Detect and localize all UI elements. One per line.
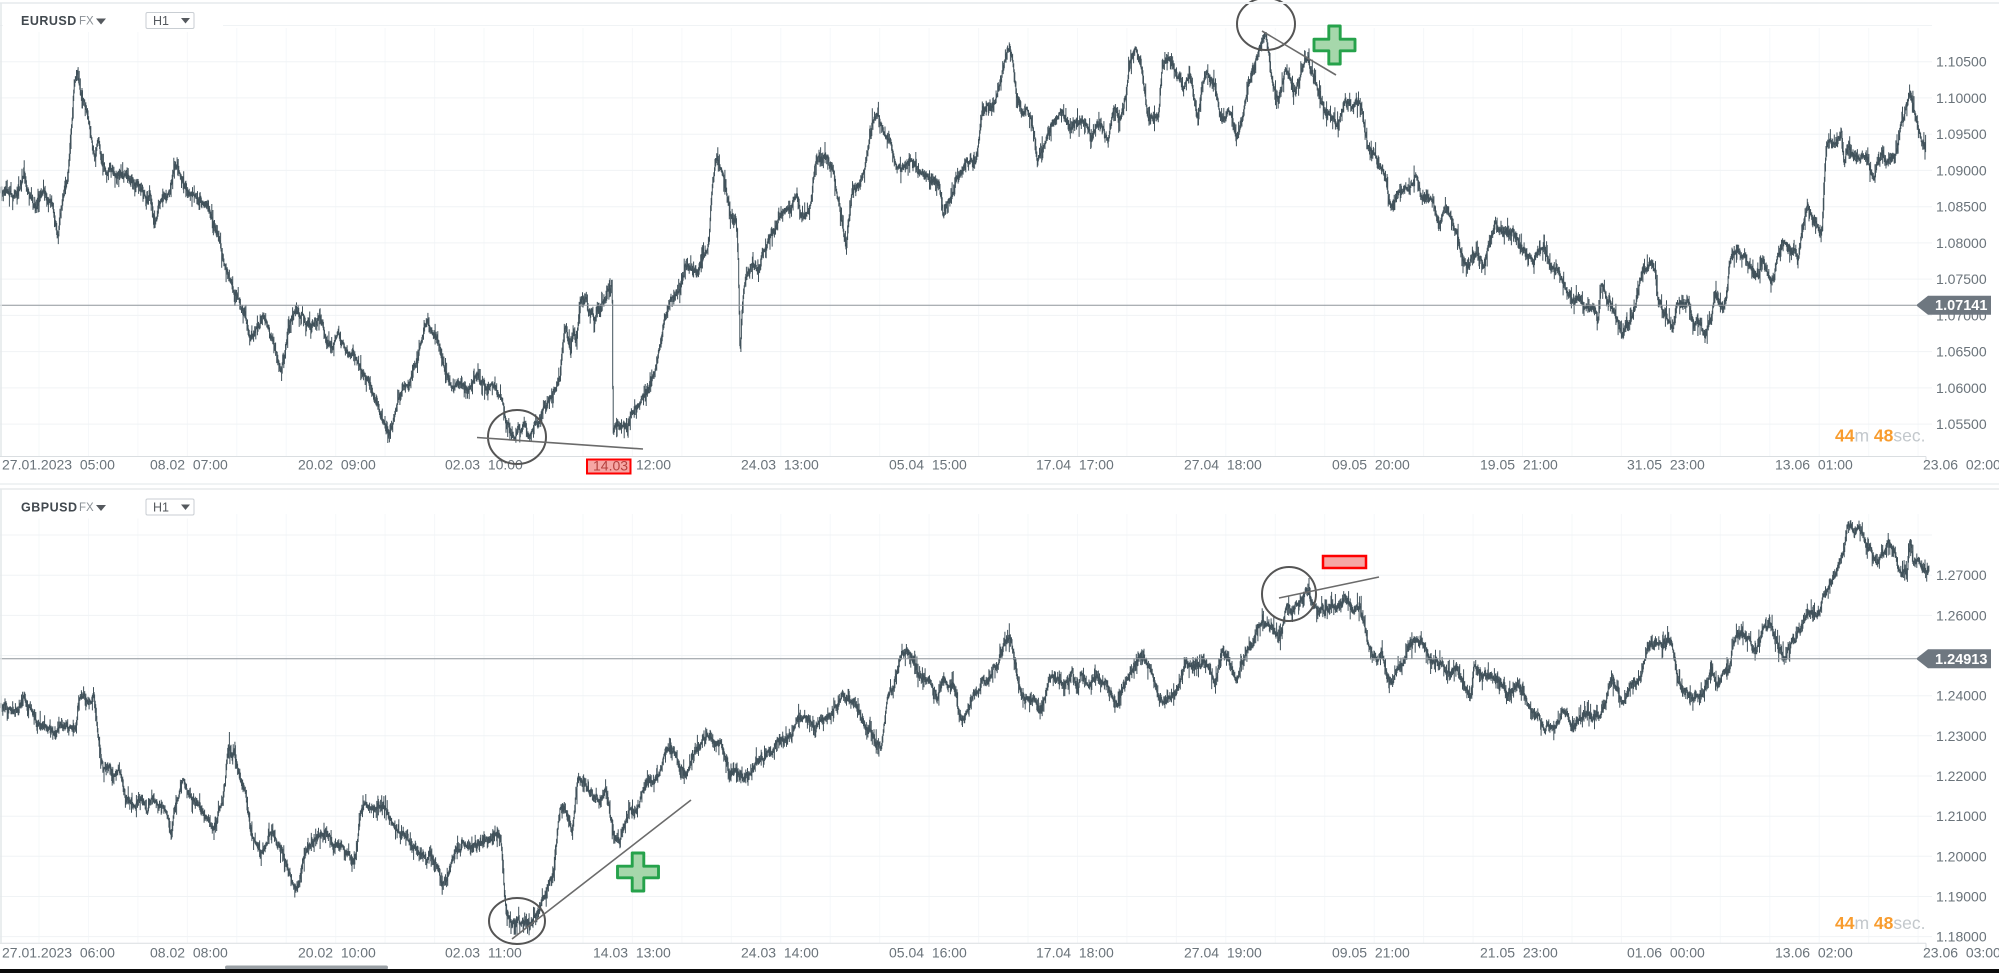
svg-text:1.24000: 1.24000	[1936, 688, 1987, 704]
svg-text:21.05 23:00: 21.05 23:00	[1480, 945, 1558, 961]
svg-text:1.26000: 1.26000	[1936, 607, 1987, 623]
svg-text:23.06 03:00: 23.06 03:00	[1923, 945, 1999, 961]
svg-text:H1: H1	[153, 501, 169, 515]
svg-text:14.03: 14.03	[593, 458, 628, 474]
svg-text:1.09000: 1.09000	[1936, 162, 1987, 178]
svg-text:17.04 18:00: 17.04 18:00	[1036, 945, 1114, 961]
svg-text:EURUSD: EURUSD	[21, 14, 77, 28]
svg-text:1.22000: 1.22000	[1936, 768, 1987, 784]
svg-text:1.09500: 1.09500	[1936, 126, 1987, 142]
svg-text:20.02 10:00: 20.02 10:00	[298, 945, 376, 961]
svg-text:1.07141: 1.07141	[1935, 298, 1987, 314]
svg-text:1.06000: 1.06000	[1936, 380, 1987, 396]
svg-text:27.04 18:00: 27.04 18:00	[1184, 457, 1262, 473]
svg-text:1.08000: 1.08000	[1936, 235, 1987, 251]
svg-text:27.04 19:00: 27.04 19:00	[1184, 945, 1262, 961]
svg-text:H1: H1	[153, 14, 169, 28]
svg-text:27.01.2023 06:00: 27.01.2023 06:00	[2, 945, 115, 961]
svg-text:1.18000: 1.18000	[1936, 929, 1987, 945]
svg-text:14.03 13:00: 14.03 13:00	[593, 945, 671, 961]
svg-text:1.20000: 1.20000	[1936, 848, 1987, 864]
svg-text:05.04 15:00: 05.04 15:00	[889, 457, 967, 473]
svg-text:1.06500: 1.06500	[1936, 344, 1987, 360]
svg-text:08.02 08:00: 08.02 08:00	[150, 945, 228, 961]
svg-text:05.04 16:00: 05.04 16:00	[889, 945, 967, 961]
svg-text:GBPUSD: GBPUSD	[21, 501, 77, 515]
svg-text:02.03 11:00: 02.03 11:00	[445, 945, 522, 961]
svg-text:09.05 21:00: 09.05 21:00	[1332, 945, 1410, 961]
svg-text:1.08500: 1.08500	[1936, 199, 1987, 215]
svg-text:1.27000: 1.27000	[1936, 567, 1987, 583]
svg-text:24.03 14:00: 24.03 14:00	[741, 945, 819, 961]
svg-text:1.10000: 1.10000	[1936, 90, 1987, 106]
svg-text:19.05 21:00: 19.05 21:00	[1480, 457, 1558, 473]
svg-text:1.21000: 1.21000	[1936, 808, 1987, 824]
svg-text:24.03 13:00: 24.03 13:00	[741, 457, 819, 473]
svg-text:1.24913: 1.24913	[1935, 652, 1987, 668]
svg-text:13.06 01:00: 13.06 01:00	[1775, 457, 1853, 473]
svg-text:31.05 23:00: 31.05 23:00	[1627, 457, 1705, 473]
svg-text:44m 48sec.: 44m 48sec.	[1835, 913, 1926, 933]
svg-text:08.02 07:00: 08.02 07:00	[150, 457, 228, 473]
svg-text:01.06 00:00: 01.06 00:00	[1627, 945, 1705, 961]
svg-text:09.05 20:00: 09.05 20:00	[1332, 457, 1410, 473]
svg-text:1.10500: 1.10500	[1936, 54, 1987, 70]
svg-text:FX: FX	[79, 502, 94, 514]
svg-text:17.04 17:00: 17.04 17:00	[1036, 457, 1114, 473]
svg-text:44m 48sec.: 44m 48sec.	[1835, 426, 1926, 446]
svg-text:1.23000: 1.23000	[1936, 728, 1987, 744]
svg-text:27.01.2023 05:00: 27.01.2023 05:00	[2, 457, 115, 473]
svg-text:1.05500: 1.05500	[1936, 416, 1987, 432]
svg-text:1.07500: 1.07500	[1936, 271, 1987, 287]
svg-text:20.02 09:00: 20.02 09:00	[298, 457, 376, 473]
svg-text:1.19000: 1.19000	[1936, 889, 1987, 905]
svg-text:23.06 02:00: 23.06 02:00	[1923, 457, 1999, 473]
svg-text:12:00: 12:00	[636, 457, 671, 473]
svg-text:13.06 02:00: 13.06 02:00	[1775, 945, 1853, 961]
svg-text:FX: FX	[79, 16, 94, 28]
